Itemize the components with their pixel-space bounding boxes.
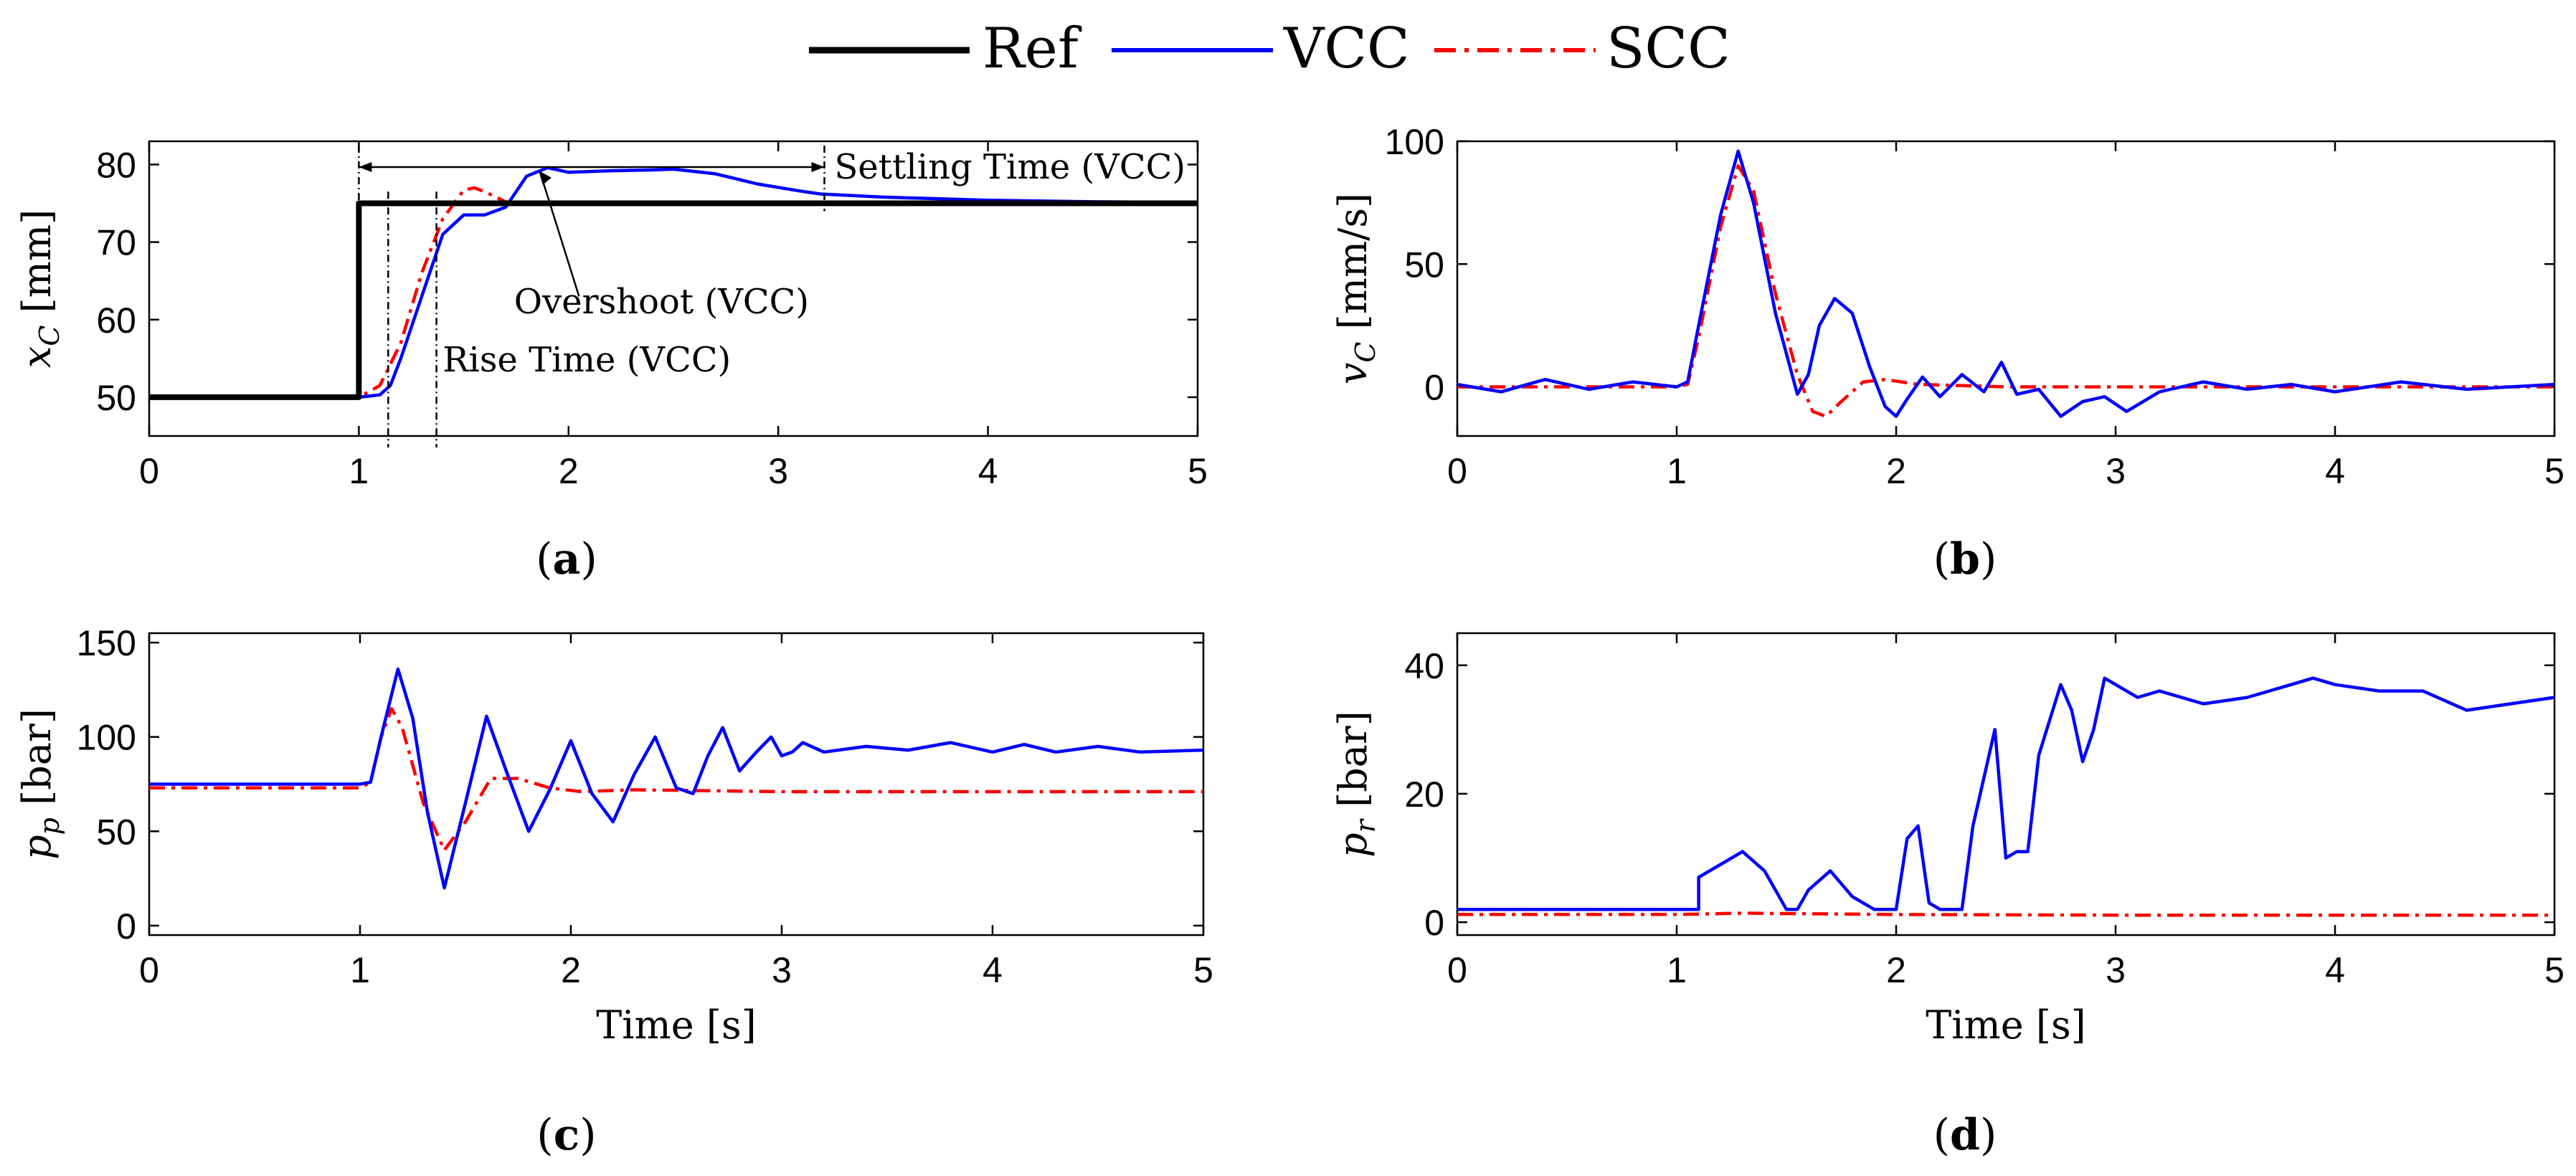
series-line-scc (149, 707, 1203, 852)
x-tick-label: 4 (2325, 451, 2345, 491)
x-tick-label: 5 (2544, 451, 2565, 491)
x-tick-label: 5 (1193, 950, 1213, 990)
y-tick-label: 70 (96, 223, 136, 263)
y-tick-label: 100 (77, 718, 136, 758)
y-tick-label: 20 (1404, 774, 1444, 815)
series-line-vcc (149, 667, 1203, 890)
x-tick-label: 0 (1447, 451, 1467, 491)
legend-scc-label: SCC (1606, 16, 1730, 81)
x-tick-label: 3 (768, 451, 788, 491)
legend-vcc-label: VCC (1283, 16, 1410, 81)
panel-caption: (d) (1933, 1110, 1997, 1160)
y-tick-label: 50 (96, 378, 136, 418)
series-line-vcc (1457, 149, 2554, 418)
y-tick-label: 100 (1385, 122, 1444, 162)
settling-arrowhead-left (359, 162, 372, 172)
x-tick-label: 3 (772, 950, 792, 990)
series-line-scc (1457, 164, 2554, 418)
y-tick-label: 60 (96, 300, 136, 341)
panel-caption: (a) (536, 534, 597, 584)
overshoot-label: Overshoot (VCC) (514, 282, 809, 322)
y-tick-label: 0 (1424, 368, 1444, 408)
panel-caption: (c) (536, 1110, 596, 1160)
panel-caption: (b) (1933, 534, 1997, 584)
x-tick-label: 2 (1886, 451, 1906, 491)
x-tick-label: 4 (982, 950, 1003, 990)
x-axis-label: Time [s] (1926, 1002, 2085, 1048)
plot-area (148, 140, 1199, 437)
y-axis-label: vC [mm/s] (1330, 193, 1381, 384)
settling-time-label: Settling Time (VCC) (835, 147, 1186, 187)
y-axis-label: xC [mm] (14, 209, 65, 368)
overshoot-arrowhead (538, 170, 551, 185)
x-tick-label: 4 (2325, 950, 2345, 990)
overshoot-arrow (539, 171, 580, 297)
series-line-vcc (1457, 676, 2554, 911)
x-tick-label: 2 (561, 950, 581, 990)
y-tick-label: 50 (96, 812, 136, 852)
series-line-ref (149, 200, 1198, 400)
x-tick-label: 2 (1886, 950, 1906, 990)
x-tick-label: 1 (1667, 451, 1687, 491)
rise-time-label: Rise Time (VCC) (442, 340, 731, 380)
x-tick-label: 3 (2106, 950, 2126, 990)
x-tick-label: 5 (2544, 950, 2565, 990)
x-tick-label: 3 (2106, 451, 2126, 491)
x-tick-label: 0 (1447, 950, 1467, 990)
legend: Ref VCC SCC (809, 16, 1730, 81)
x-tick-label: 1 (1667, 950, 1687, 990)
x-tick-label: 4 (978, 451, 998, 491)
y-tick-label: 40 (1404, 646, 1444, 686)
x-tick-label: 2 (559, 451, 579, 491)
x-tick-label: 5 (1188, 451, 1208, 491)
x-tick-label: 0 (139, 451, 159, 491)
y-axis-label: pr [bar] (1330, 711, 1381, 858)
panel-a: 0 1 2 3 4 5 50 60 70 80 xC [mm] (a) Settling Time (V… (14, 140, 1208, 584)
panel-d: 0 1 2 3 4 5 0 20 40 pr [bar] Time [s] (d) (1330, 632, 2565, 1160)
y-tick-label: 50 (1404, 245, 1444, 285)
legend-ref-label: Ref (982, 16, 1082, 81)
x-tick-label: 0 (139, 950, 159, 990)
y-tick-label: 0 (116, 906, 136, 947)
y-tick-label: 80 (96, 145, 136, 185)
plot-area (1456, 632, 2556, 936)
y-tick-label: 150 (77, 623, 136, 663)
x-tick-label: 1 (349, 451, 369, 491)
plot-area (1456, 140, 2556, 437)
series-line-vcc (149, 166, 1198, 399)
series-line-scc (1457, 911, 2554, 917)
settling-arrowhead-right (811, 162, 825, 172)
x-axis-label: Time [s] (596, 1002, 756, 1048)
y-tick-label: 0 (1424, 903, 1444, 943)
y-axis-label: pp [bar] (14, 708, 65, 860)
x-tick-label: 1 (350, 950, 370, 990)
